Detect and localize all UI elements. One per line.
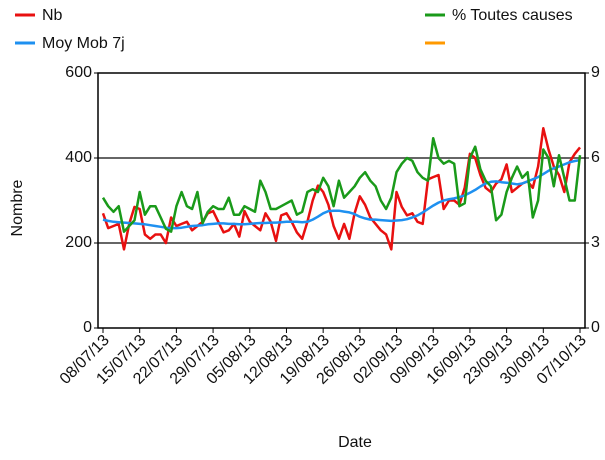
plot-frame (97, 72, 586, 329)
x-axis-label: Date (338, 434, 372, 451)
y-tick-label: 200 (65, 234, 92, 251)
y2-tick-label: 6 (591, 149, 600, 166)
series-line (101, 127, 581, 251)
y2-tick-label: 0 (591, 319, 600, 336)
y-axis-label: Nombre (9, 179, 26, 236)
legend-label: Nb (42, 7, 63, 24)
y2-tick-label: 3 (591, 234, 600, 251)
legend-label: Moy Mob 7j (42, 35, 125, 52)
y-tick-label: 400 (65, 149, 92, 166)
y-tick-label: 0 (83, 319, 92, 336)
y-tick-label: 600 (65, 64, 92, 81)
y2-tick-label: 9 (591, 64, 600, 81)
series-line (102, 158, 581, 230)
legend-label: % Toutes causes (452, 7, 573, 24)
series-line (101, 136, 582, 233)
